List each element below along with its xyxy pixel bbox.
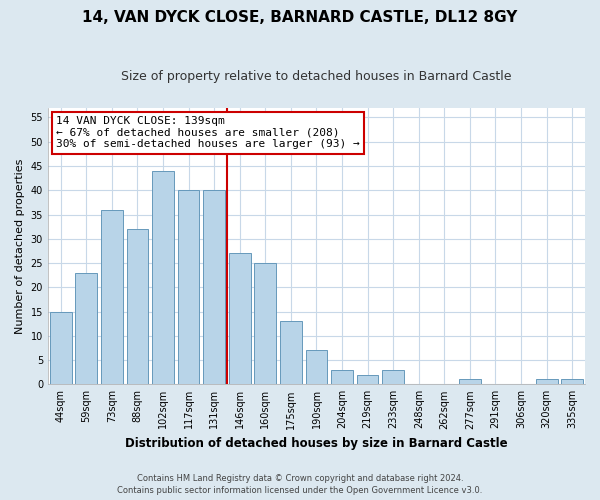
Bar [305, 350, 328, 384]
Bar [562, 380, 583, 384]
Bar [50, 312, 71, 384]
Title: Size of property relative to detached houses in Barnard Castle: Size of property relative to detached ho… [121, 70, 512, 83]
Bar [76, 272, 97, 384]
Bar [382, 370, 404, 384]
Bar [101, 210, 123, 384]
Bar [152, 171, 174, 384]
Bar [459, 380, 481, 384]
Text: 14, VAN DYCK CLOSE, BARNARD CASTLE, DL12 8GY: 14, VAN DYCK CLOSE, BARNARD CASTLE, DL12… [82, 10, 518, 25]
X-axis label: Distribution of detached houses by size in Barnard Castle: Distribution of detached houses by size … [125, 437, 508, 450]
Bar [536, 380, 557, 384]
Bar [357, 374, 379, 384]
Bar [331, 370, 353, 384]
Y-axis label: Number of detached properties: Number of detached properties [15, 158, 25, 334]
Bar [280, 321, 302, 384]
Bar [229, 254, 251, 384]
Text: Contains HM Land Registry data © Crown copyright and database right 2024.
Contai: Contains HM Land Registry data © Crown c… [118, 474, 482, 495]
Bar [203, 190, 225, 384]
Bar [127, 229, 148, 384]
Bar [254, 263, 276, 384]
Text: 14 VAN DYCK CLOSE: 139sqm
← 67% of detached houses are smaller (208)
30% of semi: 14 VAN DYCK CLOSE: 139sqm ← 67% of detac… [56, 116, 360, 150]
Bar [178, 190, 199, 384]
